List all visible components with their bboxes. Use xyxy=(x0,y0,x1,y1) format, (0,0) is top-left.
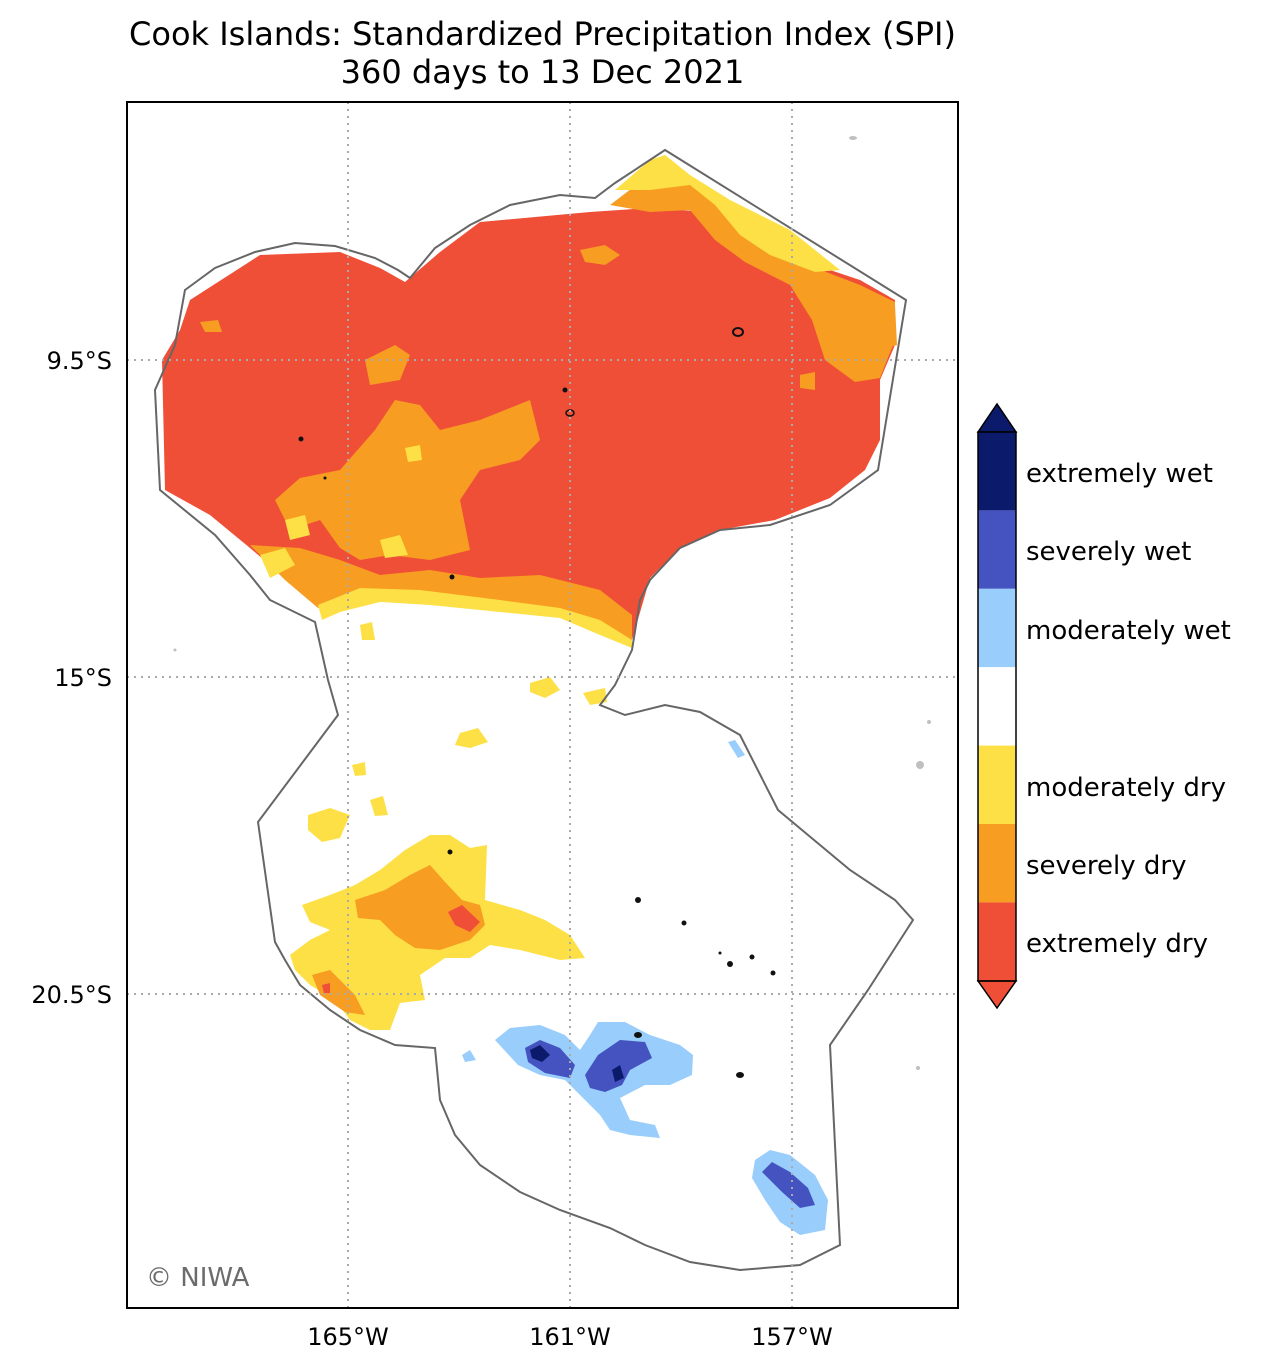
map-frame xyxy=(126,101,959,1309)
island-marker xyxy=(634,1032,642,1038)
island-marker xyxy=(770,970,776,976)
severely-dry-spot xyxy=(580,245,620,265)
map-subtitle: 360 days to 13 Dec 2021 xyxy=(340,53,745,91)
moderately-dry-spot xyxy=(360,622,375,640)
lon-tick-label: 165°W xyxy=(307,1323,389,1351)
severely-dry-region-northeast xyxy=(610,162,895,382)
moderately-dry-spot xyxy=(530,677,560,698)
colorbar-label: moderately wet xyxy=(1026,616,1231,646)
moderately-dry-spot xyxy=(455,728,488,748)
island-marker xyxy=(323,476,327,480)
severely-dry-spot xyxy=(200,320,222,332)
island-marker xyxy=(447,849,453,855)
severely-dry-region-south xyxy=(355,865,485,950)
extremely-dry-spot-south xyxy=(448,905,480,932)
extremely-dry-spot xyxy=(322,983,330,993)
lon-tick-label: 161°W xyxy=(529,1323,611,1351)
severely-dry-spot xyxy=(880,305,897,350)
moderately-dry-region-northeast xyxy=(615,155,840,272)
island-marker xyxy=(173,648,177,652)
island-marker xyxy=(298,436,304,442)
moderately-wet-spot xyxy=(462,1050,476,1062)
colorbar-label: severely dry xyxy=(1026,851,1187,881)
island-marker xyxy=(727,961,733,967)
moderately-dry-spot xyxy=(285,515,310,540)
severely-dry-band-south xyxy=(250,545,632,640)
moderately-wet-spot xyxy=(728,740,745,758)
moderately-dry-spot xyxy=(352,762,366,776)
colorbar: extremely wet severely wet moderately we… xyxy=(976,402,1231,1010)
colorbar-swatch xyxy=(978,824,1016,903)
colorbar-label: severely wet xyxy=(1026,537,1191,567)
island-marker xyxy=(736,1072,744,1078)
severely-wet-region-southeast xyxy=(762,1162,815,1208)
colorbar-swatch xyxy=(978,667,1016,746)
lon-tick-label: 157°W xyxy=(751,1323,833,1351)
islands xyxy=(173,136,931,1078)
moderately-dry-spot xyxy=(405,445,422,462)
colorbar-swatch xyxy=(978,432,1016,511)
extremely-wet-spot xyxy=(530,1045,550,1062)
island-marker xyxy=(749,954,755,960)
colorbar-outline xyxy=(977,431,1017,982)
moderately-dry-spot xyxy=(308,808,350,842)
eez-boundary xyxy=(153,148,915,1272)
lat-tick-label: 15°S xyxy=(54,664,112,692)
moderately-dry-spot xyxy=(370,796,388,816)
map-area xyxy=(153,136,931,1272)
map-title: Cook Islands: Standardized Precipitation… xyxy=(129,15,956,53)
colorbar-extend-dry-arrow xyxy=(976,980,1018,1010)
island-marker xyxy=(732,327,744,337)
severely-dry-spot xyxy=(365,345,410,385)
island-marker xyxy=(927,720,931,724)
moderately-dry-spot xyxy=(380,535,408,558)
moderately-dry-band-south xyxy=(318,588,632,648)
lat-tick-label: 9.5°S xyxy=(47,347,112,375)
moderately-dry-spot xyxy=(260,548,295,578)
island-marker xyxy=(681,920,687,926)
colorbar-swatch xyxy=(978,745,1016,824)
severely-dry-spot xyxy=(312,970,365,1015)
colorbar-swatch xyxy=(978,588,1016,668)
island-marker xyxy=(916,761,924,769)
island-marker xyxy=(849,136,857,140)
colorbar-label: moderately dry xyxy=(1026,773,1226,803)
island-marker xyxy=(562,387,568,393)
colorbar-label: extremely wet xyxy=(1026,459,1213,489)
severely-dry-spot xyxy=(800,372,815,390)
island-marker xyxy=(449,574,455,580)
niwa-credit: © NIWA xyxy=(146,1263,250,1293)
lat-tick-label: 20.5°S xyxy=(31,981,112,1009)
gridlines xyxy=(127,102,958,1308)
severely-dry-streak xyxy=(275,400,540,560)
colorbar-label: extremely dry xyxy=(1026,929,1208,959)
island-marker xyxy=(635,897,641,903)
island-marker xyxy=(916,1066,920,1070)
moderately-dry-spot xyxy=(583,688,607,705)
extremely-wet-spot xyxy=(612,1065,624,1082)
colorbar-swatch xyxy=(978,902,1016,981)
colorbar-extend-wet-arrow xyxy=(976,402,1018,433)
colorbar-swatch xyxy=(978,510,1016,589)
island-marker xyxy=(718,951,722,955)
